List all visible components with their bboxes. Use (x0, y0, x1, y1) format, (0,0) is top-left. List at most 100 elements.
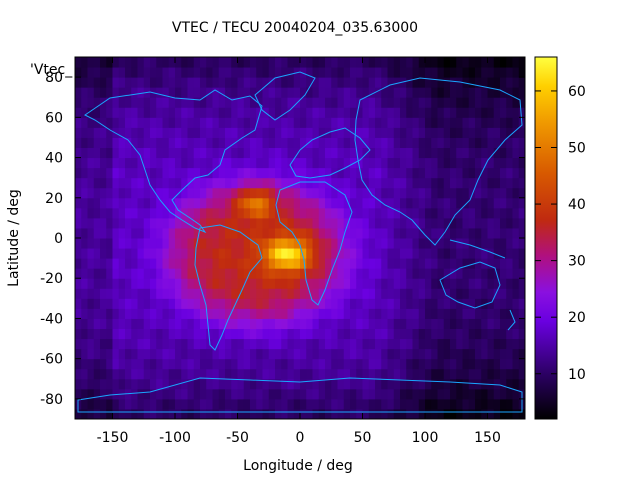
heatmap-cell (156, 197, 163, 209)
heatmap-cell (475, 177, 482, 189)
heatmap-cell (443, 308, 451, 319)
heatmap-cell (212, 358, 220, 370)
heatmap-cell (343, 238, 351, 249)
heatmap-cell (175, 57, 182, 68)
heatmap-cell (425, 227, 432, 239)
heatmap-cell (331, 217, 338, 229)
heatmap-cell (381, 67, 388, 78)
heatmap-cell (475, 278, 482, 289)
heatmap-cell (406, 77, 413, 88)
heatmap-cell (200, 308, 207, 319)
heatmap-cell (312, 147, 320, 159)
heatmap-cell (243, 67, 251, 78)
heatmap-cell (175, 318, 182, 329)
heatmap-cell (218, 378, 226, 390)
heatmap-cell (506, 107, 513, 118)
heatmap-cell (493, 378, 501, 390)
heatmap-cell (268, 308, 276, 319)
heatmap-cell (331, 358, 338, 370)
heatmap-cell (187, 207, 195, 219)
heatmap-cell (481, 358, 488, 370)
heatmap-cell (306, 197, 313, 209)
heatmap-cell (225, 308, 232, 319)
heatmap-cell (475, 87, 482, 98)
heatmap-cell (168, 378, 176, 390)
heatmap-cell (275, 107, 282, 118)
heatmap-cell (225, 117, 232, 128)
heatmap-cell (262, 67, 270, 78)
heatmap-cell (275, 248, 282, 259)
heatmap-cell (268, 248, 276, 259)
heatmap-cell (450, 207, 457, 219)
heatmap-cell (500, 298, 507, 309)
heatmap-cell (493, 388, 501, 400)
heatmap-cell (175, 408, 182, 419)
heatmap-cell (287, 278, 295, 289)
heatmap-cell (393, 398, 401, 410)
heatmap-cell (406, 147, 413, 159)
heatmap-cell (518, 278, 525, 289)
heatmap-cell (237, 248, 245, 259)
heatmap-cell (100, 167, 107, 179)
heatmap-cell (487, 238, 495, 249)
heatmap-cell (187, 147, 195, 159)
heatmap-cell (325, 197, 332, 209)
x-tick-label: 150 (474, 430, 501, 446)
heatmap-cell (493, 187, 501, 199)
heatmap-cell (187, 358, 195, 370)
heatmap-cell (275, 117, 282, 128)
heatmap-cell (225, 217, 232, 229)
heatmap-cell (412, 57, 420, 68)
heatmap-cell (387, 117, 395, 128)
heatmap-cell (318, 187, 326, 199)
heatmap-cell (212, 308, 220, 319)
heatmap-cell (418, 117, 426, 128)
heatmap-cell (356, 187, 363, 199)
heatmap-cell (306, 398, 313, 410)
heatmap-cell (293, 378, 301, 390)
heatmap-cell (93, 268, 101, 279)
heatmap-cell (118, 187, 126, 199)
heatmap-cell (431, 398, 438, 410)
heatmap-cell (268, 137, 276, 148)
heatmap-cell (475, 147, 482, 159)
heatmap-cell (368, 67, 376, 78)
heatmap-cell (368, 147, 376, 159)
heatmap-cell (493, 227, 501, 239)
heatmap-cell (225, 137, 232, 148)
heatmap-cell (412, 308, 420, 319)
heatmap-cell (337, 67, 345, 78)
heatmap-cell (187, 187, 195, 199)
heatmap-cell (100, 288, 107, 299)
heatmap-cell (250, 328, 257, 340)
heatmap-cell (381, 157, 388, 169)
heatmap-cell (500, 67, 507, 78)
heatmap-cell (475, 97, 482, 108)
heatmap-cell (243, 278, 251, 289)
heatmap-cell (287, 77, 295, 88)
heatmap-cell (237, 157, 245, 169)
heatmap-cell (306, 67, 313, 78)
heatmap-cell (81, 258, 88, 269)
heatmap-cell (293, 187, 301, 199)
heatmap-cell (218, 258, 226, 269)
heatmap-cell (325, 77, 332, 88)
heatmap-cell (168, 107, 176, 118)
heatmap-cell (237, 137, 245, 148)
heatmap-cell (206, 358, 213, 370)
heatmap-cell (350, 308, 357, 319)
heatmap-cell (387, 57, 395, 68)
heatmap-cell (250, 278, 257, 289)
heatmap-cell (412, 408, 420, 419)
heatmap-cell (281, 107, 288, 118)
heatmap-cell (487, 298, 495, 309)
heatmap-cell (281, 328, 288, 340)
heatmap-cell (462, 57, 470, 68)
heatmap-cell (500, 338, 507, 350)
heatmap-cell (375, 238, 382, 249)
heatmap-cell (462, 278, 470, 289)
heatmap-cell (506, 147, 513, 159)
heatmap-cell (162, 227, 170, 239)
heatmap-cell (218, 87, 226, 98)
heatmap-cell (412, 398, 420, 410)
